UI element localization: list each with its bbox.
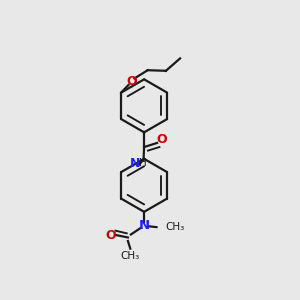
Text: N: N <box>130 157 140 170</box>
Text: O: O <box>105 229 116 242</box>
Text: H: H <box>139 158 146 168</box>
Text: N: N <box>139 219 150 232</box>
Text: CH₃: CH₃ <box>121 251 140 261</box>
Text: O: O <box>126 75 137 88</box>
Text: O: O <box>156 133 166 146</box>
Text: CH₃: CH₃ <box>165 222 184 233</box>
